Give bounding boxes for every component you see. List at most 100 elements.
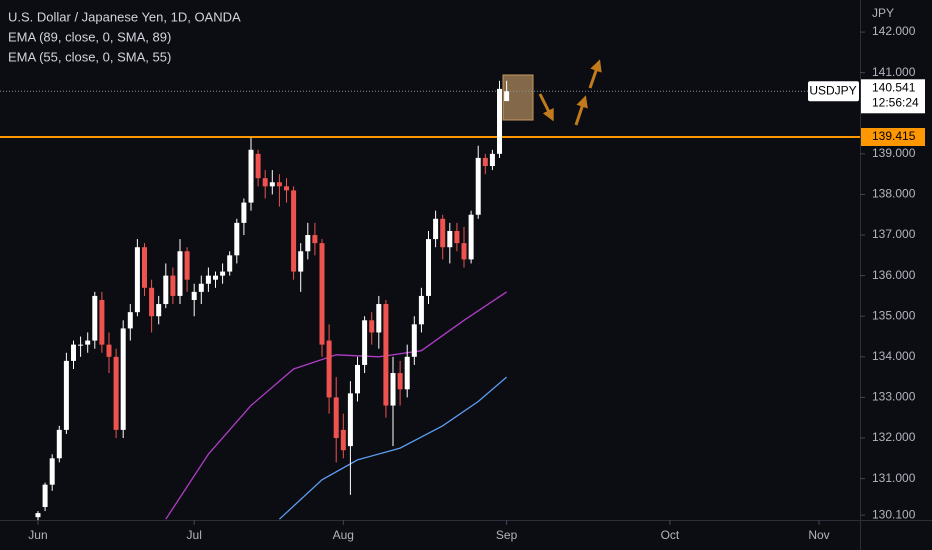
candle-body <box>184 251 190 280</box>
candle-body <box>454 230 460 244</box>
candle-body <box>149 287 155 317</box>
candle-body <box>120 328 126 430</box>
candle-body <box>333 397 339 439</box>
candle-body <box>284 186 290 191</box>
candle-body <box>497 88 503 154</box>
candle-body <box>42 484 48 508</box>
candle-body <box>489 153 495 167</box>
candle-body <box>411 324 417 357</box>
candle-body <box>56 429 62 459</box>
y-tick-label: 132.000 <box>872 430 916 444</box>
candle-body <box>177 251 183 296</box>
candle-body <box>163 275 169 305</box>
candle-body <box>504 91 510 102</box>
candle-body <box>255 153 261 179</box>
candle-body <box>134 247 140 313</box>
x-tick-label: Sep <box>496 528 518 542</box>
candle-body <box>326 340 332 398</box>
candle-body <box>312 235 318 244</box>
x-tick-label: Nov <box>808 528 829 542</box>
candle-body <box>170 275 176 296</box>
ema-line <box>165 291 507 520</box>
legend-entry: EMA (55, close, 0, SMA, 55) <box>8 49 171 64</box>
candle-body <box>383 304 389 406</box>
candle-body <box>85 340 91 345</box>
candle-body <box>376 304 382 333</box>
candle-body <box>248 149 254 203</box>
ema-line <box>278 376 508 520</box>
candle-body <box>212 275 218 280</box>
legend-entry: EMA (89, close, 0, SMA, 89) <box>8 29 171 44</box>
level-label: 139.415 <box>872 129 916 143</box>
candle-body <box>390 373 396 406</box>
candle-body <box>468 214 474 260</box>
candle-body <box>291 190 297 272</box>
candle-body <box>106 344 112 357</box>
level-label-box <box>861 128 925 147</box>
candle-body <box>63 360 69 430</box>
candle-body <box>305 235 311 252</box>
last-price-label: 140.541 <box>872 80 916 94</box>
candle-body <box>156 304 162 317</box>
candle-body <box>475 157 481 215</box>
symbol-label: USDJPY <box>809 83 856 97</box>
y-tick-label: 136.000 <box>872 268 916 282</box>
candle-body <box>482 157 488 167</box>
candle-body <box>70 344 76 361</box>
candle-body <box>426 239 432 296</box>
candle-body <box>205 275 211 284</box>
candle-body <box>92 295 98 341</box>
x-tick-label: Jul <box>187 528 202 542</box>
candle-body <box>447 230 453 248</box>
y-tick-label: 141.000 <box>872 65 916 79</box>
arrow-down <box>538 93 554 122</box>
chart-title: U.S. Dollar / Japanese Yen, 1D, OANDA <box>8 9 241 24</box>
candle-body <box>355 364 361 394</box>
arrow-up <box>574 95 588 126</box>
candle-body <box>141 247 147 288</box>
candle-body <box>99 299 105 345</box>
y-tick-label: 137.000 <box>872 227 916 241</box>
candle-body <box>362 320 368 365</box>
candle-body <box>397 373 403 390</box>
candle-body <box>220 271 226 276</box>
candle-body <box>35 513 41 518</box>
candle-body <box>234 222 240 256</box>
last-price-box <box>861 79 925 114</box>
candle-body <box>191 291 197 300</box>
x-tick-label: Oct <box>661 528 680 542</box>
candle-body <box>404 356 410 390</box>
arrow-up <box>588 59 602 89</box>
y-tick-label: 135.000 <box>872 308 916 322</box>
candle-body <box>113 356 119 430</box>
y-tick-label: 139.000 <box>872 146 916 160</box>
y-tick-label: 131.000 <box>872 471 916 485</box>
countdown-label: 12:56:24 <box>872 95 919 109</box>
candle-body <box>269 182 275 187</box>
candle-body <box>78 344 84 346</box>
candle-body <box>340 429 346 451</box>
y-tick-label: 130.100 <box>872 507 916 521</box>
candle-body <box>49 458 55 485</box>
currency-label: JPY <box>872 6 894 20</box>
y-tick-label: 142.000 <box>872 24 916 38</box>
candle-body <box>227 255 233 272</box>
candle-body <box>433 218 439 240</box>
y-tick-label: 138.000 <box>872 187 916 201</box>
candle-body <box>262 178 268 187</box>
candle-body <box>127 312 133 329</box>
y-tick-label: 133.000 <box>872 390 916 404</box>
candle-body <box>298 251 304 272</box>
candle-body <box>418 295 424 325</box>
candle-body <box>276 182 282 187</box>
candle-body <box>241 202 247 223</box>
x-tick-label: Jun <box>28 528 47 542</box>
candle-body <box>198 283 204 292</box>
marks <box>0 80 860 520</box>
candle-body <box>319 243 325 345</box>
candle-body <box>461 243 467 260</box>
x-tick-label: Aug <box>333 528 354 542</box>
symbol-box <box>808 81 859 102</box>
